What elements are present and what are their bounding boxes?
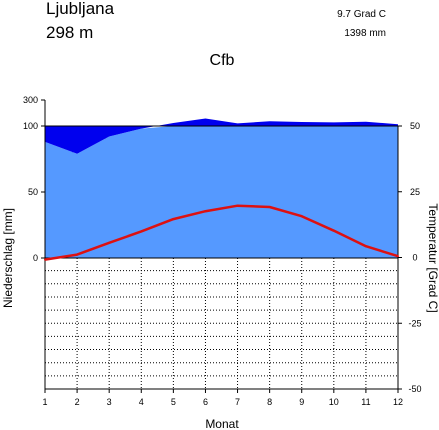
- x-tick-label: 5: [171, 397, 176, 407]
- x-tick-label: 1: [42, 397, 47, 407]
- precipitation-axis-label: Niederschlag [mm]: [1, 208, 15, 308]
- mean-temperature: 9.7 Grad C: [337, 9, 386, 20]
- precipitation-tick-label: 0: [33, 253, 38, 263]
- x-tick-label: 6: [203, 397, 208, 407]
- temperature-point: [332, 229, 335, 232]
- x-tick-label: 10: [329, 397, 339, 407]
- temperature-point: [268, 206, 271, 209]
- x-axis-label: Monat: [205, 417, 239, 430]
- precipitation-fill: [45, 126, 398, 258]
- temperature-tick-label: -25: [408, 318, 421, 328]
- temperature-line: [44, 204, 399, 261]
- x-axis-ticks: 1 2 3 4 5 6 7 8 9 10 11 12: [42, 389, 403, 407]
- x-tick-label: 8: [267, 397, 272, 407]
- x-tick-label: 3: [107, 397, 112, 407]
- temperature-point: [364, 245, 367, 248]
- precipitation-tick-label: 50: [28, 187, 38, 197]
- temperature-point: [76, 253, 79, 256]
- temperature-tick-label: 25: [410, 187, 420, 197]
- station-elevation: 298 m: [46, 23, 93, 42]
- x-tick-label: 9: [299, 397, 304, 407]
- precipitation-tick-label: 300: [23, 95, 38, 105]
- annual-precipitation: 1398 mm: [344, 28, 386, 39]
- temperature-axis-label: Temperatur [Grad C]: [426, 203, 439, 312]
- precipitation-axis-ticks: 300 100 50 0: [23, 95, 45, 263]
- temperature-tick-label: -50: [408, 384, 421, 394]
- temperature-tick-label: 50: [410, 121, 420, 131]
- station-name: Ljubljana: [46, 0, 115, 18]
- x-tick-label: 4: [139, 397, 144, 407]
- x-tick-label: 7: [235, 397, 240, 407]
- precipitation-area: [45, 118, 398, 258]
- climate-classification: Cfb: [210, 52, 235, 69]
- temperature-point: [44, 258, 46, 261]
- temperature-point: [204, 210, 207, 213]
- temperature-point: [108, 241, 111, 244]
- temperature-point: [397, 255, 399, 258]
- temperature-point: [140, 230, 143, 233]
- temperature-point: [172, 218, 175, 221]
- x-tick-label: 12: [393, 397, 403, 407]
- precipitation-excess-fill: [45, 118, 398, 154]
- x-tick-label: 2: [75, 397, 80, 407]
- temperature-axis-ticks: 50 25 0 -25 -50: [398, 121, 422, 394]
- temperature-tick-label: 0: [412, 253, 417, 263]
- precipitation-tick-label: 100: [23, 121, 38, 131]
- temperature-series: [44, 204, 399, 261]
- temperature-point: [236, 204, 239, 207]
- temperature-point: [300, 215, 303, 218]
- x-tick-label: 11: [361, 397, 370, 407]
